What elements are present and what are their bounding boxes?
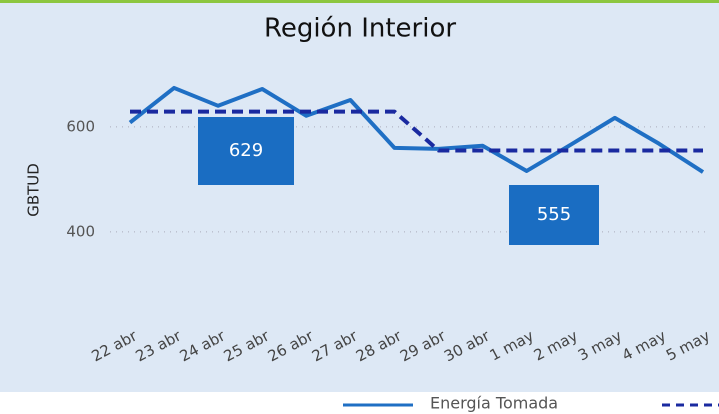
annotation-box: [198, 117, 294, 185]
series-line: [128, 85, 705, 174]
annotation-label: 629: [229, 140, 263, 161]
y-tick-label: 600: [66, 117, 95, 135]
y-axis-label: GBTUD: [25, 163, 43, 217]
plot-background: [0, 3, 719, 392]
dashed-line: [130, 109, 703, 153]
annotation-label: 555: [537, 204, 571, 225]
chart-title: Región Interior: [264, 14, 456, 44]
legend-label: Energía Tomada: [430, 394, 558, 413]
y-tick-label: 400: [66, 222, 95, 240]
top-stripe: [0, 0, 719, 3]
annotation-box: [509, 185, 599, 245]
